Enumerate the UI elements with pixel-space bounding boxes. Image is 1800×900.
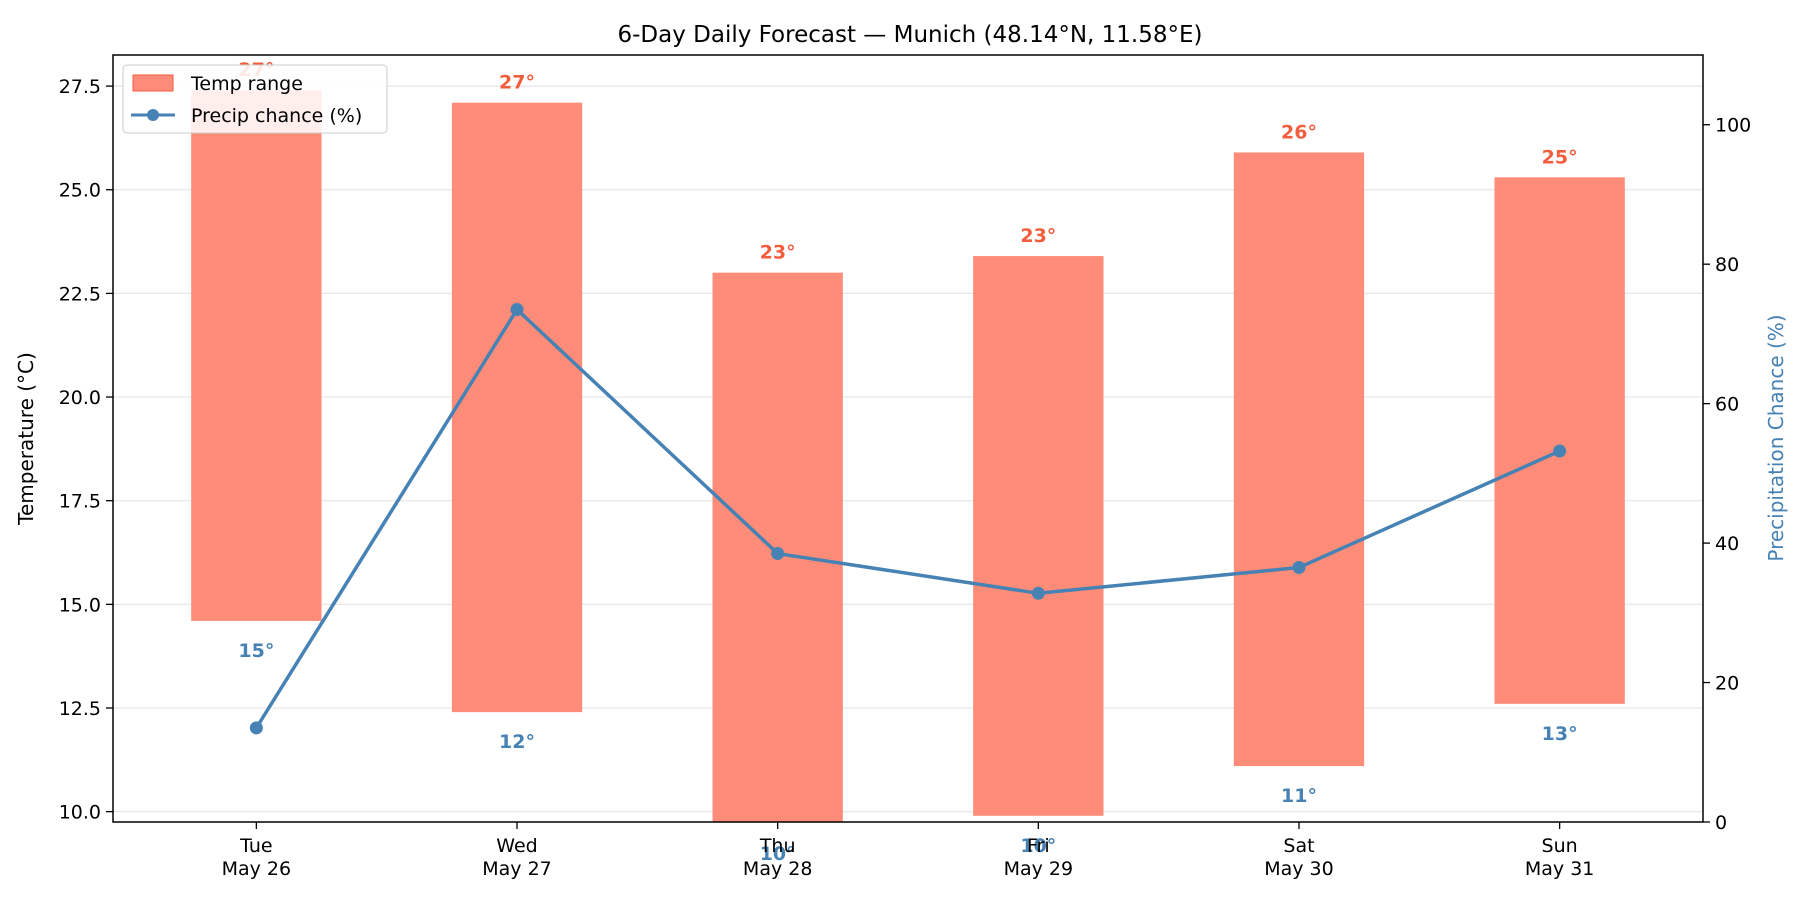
precip-point — [1031, 586, 1045, 600]
legend-swatch-temp-range — [132, 74, 174, 92]
temp-range-bar — [451, 102, 583, 713]
y-tick-label: 12.5 — [59, 698, 101, 720]
y-tick-label: 17.5 — [59, 491, 101, 513]
y-tick-label: 25.0 — [59, 180, 101, 202]
temp-range-bar — [1233, 152, 1365, 767]
high-temp-label: 27° — [499, 72, 535, 94]
legend-box — [122, 64, 388, 134]
y-right-tick-label: 0 — [1715, 812, 1727, 834]
y-right-tick-label: 100 — [1715, 115, 1751, 137]
y-tick-label: 27.5 — [59, 76, 101, 98]
high-temp-label: 26° — [1281, 121, 1317, 143]
temp-range-bar — [191, 90, 322, 621]
x-tick-label-date: May 31 — [1525, 858, 1595, 880]
low-temp-label: 11° — [1281, 785, 1317, 807]
chart-title: 6-Day Daily Forecast — Munich (48.14°N, … — [617, 22, 1202, 48]
legend-label-precip: Precip chance (%) — [191, 105, 362, 127]
high-temp-label: 23° — [1020, 225, 1056, 247]
y-right-tick-label: 60 — [1715, 394, 1739, 416]
y-right-tick-label: 20 — [1715, 673, 1739, 695]
temperature-bars — [191, 90, 1625, 822]
x-tick-label-day: Sat — [1283, 835, 1314, 857]
x-tick-label-day: Thu — [759, 835, 796, 857]
x-tick-label-date: May 30 — [1264, 858, 1334, 880]
y-tick-label: 10.0 — [59, 802, 101, 824]
y-tick-label: 22.5 — [59, 283, 101, 305]
y-right-tick-label: 40 — [1715, 533, 1739, 555]
x-tick-label-day: Fri — [1027, 835, 1050, 857]
x-tick-label-date: May 26 — [222, 858, 292, 880]
precip-series-line — [254, 307, 1561, 729]
y-axis-right-label: Precipitation Chance (%) — [1764, 314, 1788, 561]
temperature-labels: 27°15°27°12°23°10°23°10°26°11°25°13° — [238, 59, 1577, 865]
low-temp-label: 12° — [499, 731, 535, 753]
legend: Temp range Precip chance (%) — [122, 64, 388, 134]
precip-point — [1553, 444, 1567, 458]
low-temp-label: 13° — [1542, 723, 1578, 745]
low-temp-label: 15° — [238, 640, 274, 662]
plot-frame — [112, 54, 1704, 823]
high-temp-label: 23° — [760, 242, 796, 264]
x-tick-label-date: May 27 — [482, 858, 552, 880]
y-tick-label: 15.0 — [59, 594, 101, 616]
precip-point — [771, 547, 785, 561]
x-tick-label-day: Wed — [496, 835, 537, 857]
x-tick-label-date: May 28 — [743, 858, 813, 880]
legend-marker-precip — [147, 109, 159, 121]
legend-label-temp-range: Temp range — [190, 73, 303, 95]
precip-point — [510, 303, 524, 317]
y-axis-label: Temperature (°C) — [14, 352, 38, 526]
temp-range-bar — [1494, 177, 1625, 704]
x-tick-label-date: May 29 — [1004, 858, 1074, 880]
x-tick-label-day: Sun — [1542, 835, 1578, 857]
left-axis: 10.0 12.5 15.0 17.5 20.0 22.5 25.0 27.5 — [59, 76, 113, 824]
low-temp-label: 10° — [1020, 835, 1056, 857]
temp-range-bar — [973, 256, 1104, 816]
x-tick-label-day: Tue — [239, 835, 272, 857]
grid-lines — [113, 85, 1703, 813]
precip-point — [1292, 560, 1306, 574]
precip-point — [249, 721, 263, 735]
y-right-tick-label: 80 — [1715, 254, 1739, 276]
high-temp-label: 25° — [1542, 146, 1578, 168]
precip-line — [249, 303, 1567, 735]
low-temp-label: 10° — [760, 843, 796, 865]
y-tick-label: 20.0 — [59, 387, 101, 409]
right-axis: 0 20 40 60 80 100 — [1703, 115, 1751, 834]
